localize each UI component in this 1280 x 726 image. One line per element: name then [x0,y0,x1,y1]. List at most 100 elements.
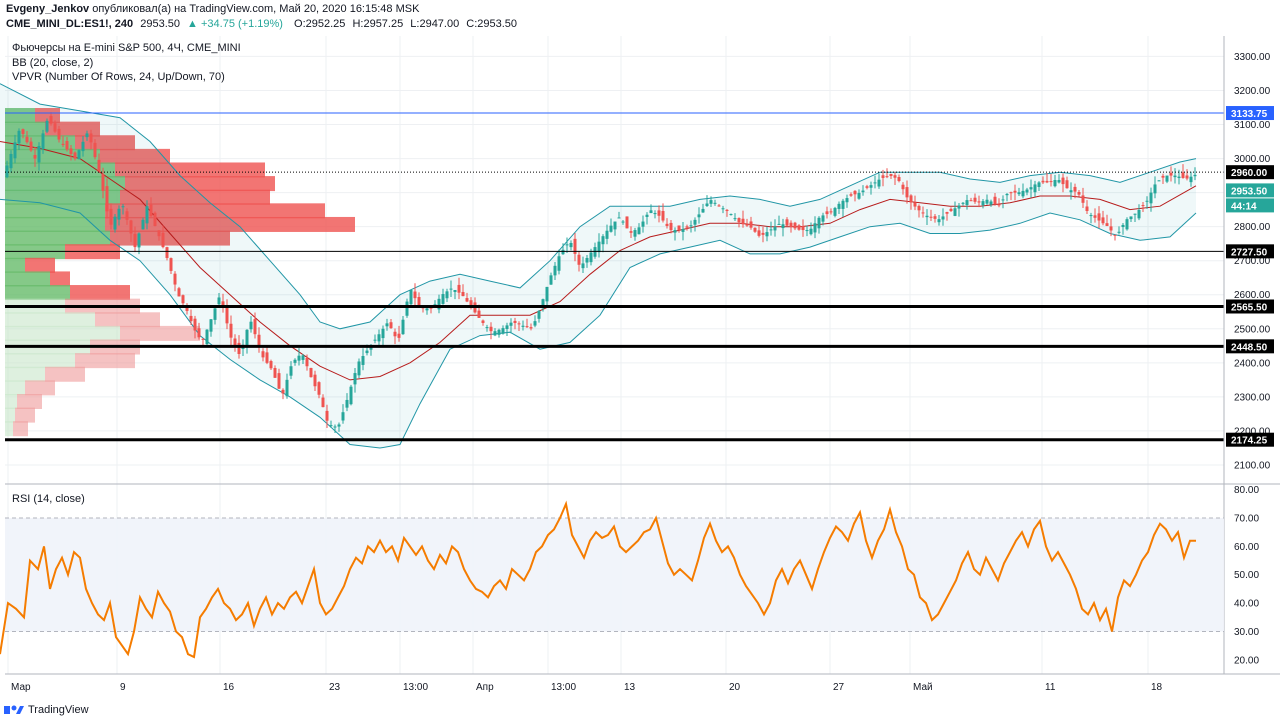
candle-body [1165,175,1169,182]
candle-body [557,256,561,271]
x-tick-label: 23 [329,682,341,693]
candle-body [397,333,401,338]
candle-body [185,307,189,311]
candle-body [105,186,109,212]
candle-body [605,230,609,239]
vpvr-down-bar [25,257,55,273]
price-label: 2960.00 [1231,168,1268,179]
candle-body [213,308,217,320]
candle-body [1061,177,1065,185]
candle-body [353,373,357,385]
candle-body [365,350,369,354]
candle-body [33,154,37,159]
price-label-bg [1226,183,1274,198]
price-label: 3133.75 [1231,109,1268,120]
vpvr-down-bar [15,407,35,423]
bb-fill [0,83,1196,448]
candle-body [297,355,301,361]
candle-body [29,141,33,151]
candle-body [625,216,629,229]
candle-body [601,236,605,245]
candle-body [269,361,273,369]
candle-body [929,216,933,218]
candle-body [1089,215,1093,217]
candle-body [525,326,529,328]
candle-body [477,310,481,318]
ohlc-bar: CME_MINI_DL:ES1!, 240 2953.50 ▲ +34.75 (… [6,18,521,30]
candle-body [209,319,213,332]
vpvr-up-bar [5,108,35,124]
candle-body [181,295,185,304]
candle-body [609,225,613,232]
candle-body [201,338,205,340]
price-label: 2953.50 [1231,186,1268,197]
candle-body [1053,180,1057,187]
candle-body [885,176,889,178]
candle-body [629,231,633,233]
candle-body [585,257,589,263]
candle-body [425,308,429,311]
candle-body [1033,184,1037,193]
candle-body [817,217,821,229]
candle-body [749,221,753,228]
candle-body [569,242,573,248]
candle-body [485,327,489,329]
candle-body [761,232,765,235]
candle-body [813,223,817,233]
author-name[interactable]: Evgeny_Jenkov [6,3,90,15]
vpvr-down-bar [120,325,200,341]
candle-body [729,214,733,216]
vpvr-up-bar [5,312,95,328]
candle-body [73,152,77,159]
candle-body [81,141,85,152]
candle-body [505,325,509,330]
price-label: 2727.50 [1231,247,1268,258]
candle-body [1073,186,1077,192]
candle-body [533,321,537,326]
candle-body [777,223,781,225]
candle-body [593,247,597,257]
bollinger-bands [0,83,1197,449]
candle-body [409,289,413,305]
candle-body [165,247,169,258]
price-label-bg [1226,106,1274,121]
candle-body [889,174,893,177]
rsi-tick-label: 50.00 [1234,570,1259,581]
candle-body [1145,200,1149,202]
candle-body [173,273,177,285]
candle-body [277,373,281,389]
candle-body [701,208,705,213]
vpvr-up-bar [5,189,120,205]
candle-body [1117,231,1121,233]
candle-body [705,203,709,207]
rsi-tick-label: 30.00 [1234,627,1259,638]
brand-name: TradingView [28,704,89,716]
vpvr-down-bar [75,353,135,369]
candle-body [805,230,809,232]
price-label-bg [1226,432,1274,447]
candle-body [825,211,829,215]
candle-body [741,218,745,225]
candle-body [381,328,385,339]
candle-body [301,355,305,360]
candle-body [361,356,365,365]
candle-body [1153,184,1157,194]
y-tick-label: 2800.00 [1234,222,1271,233]
y-tick-label: 2300.00 [1234,392,1271,403]
candle-body [537,310,541,319]
candle-body [921,212,925,214]
candle-body [413,291,417,299]
candle-body [1013,190,1017,193]
candle-body [725,209,729,211]
candle-body [401,319,405,335]
candle-body [917,205,921,211]
candle-body [1129,216,1133,220]
y-tick-label: 3300.00 [1234,52,1271,63]
candle-body [141,219,145,230]
candle-body [133,233,137,248]
candle-body [177,288,181,297]
candle-body [389,322,393,329]
candle-body [245,329,249,346]
candle-body [869,185,873,188]
